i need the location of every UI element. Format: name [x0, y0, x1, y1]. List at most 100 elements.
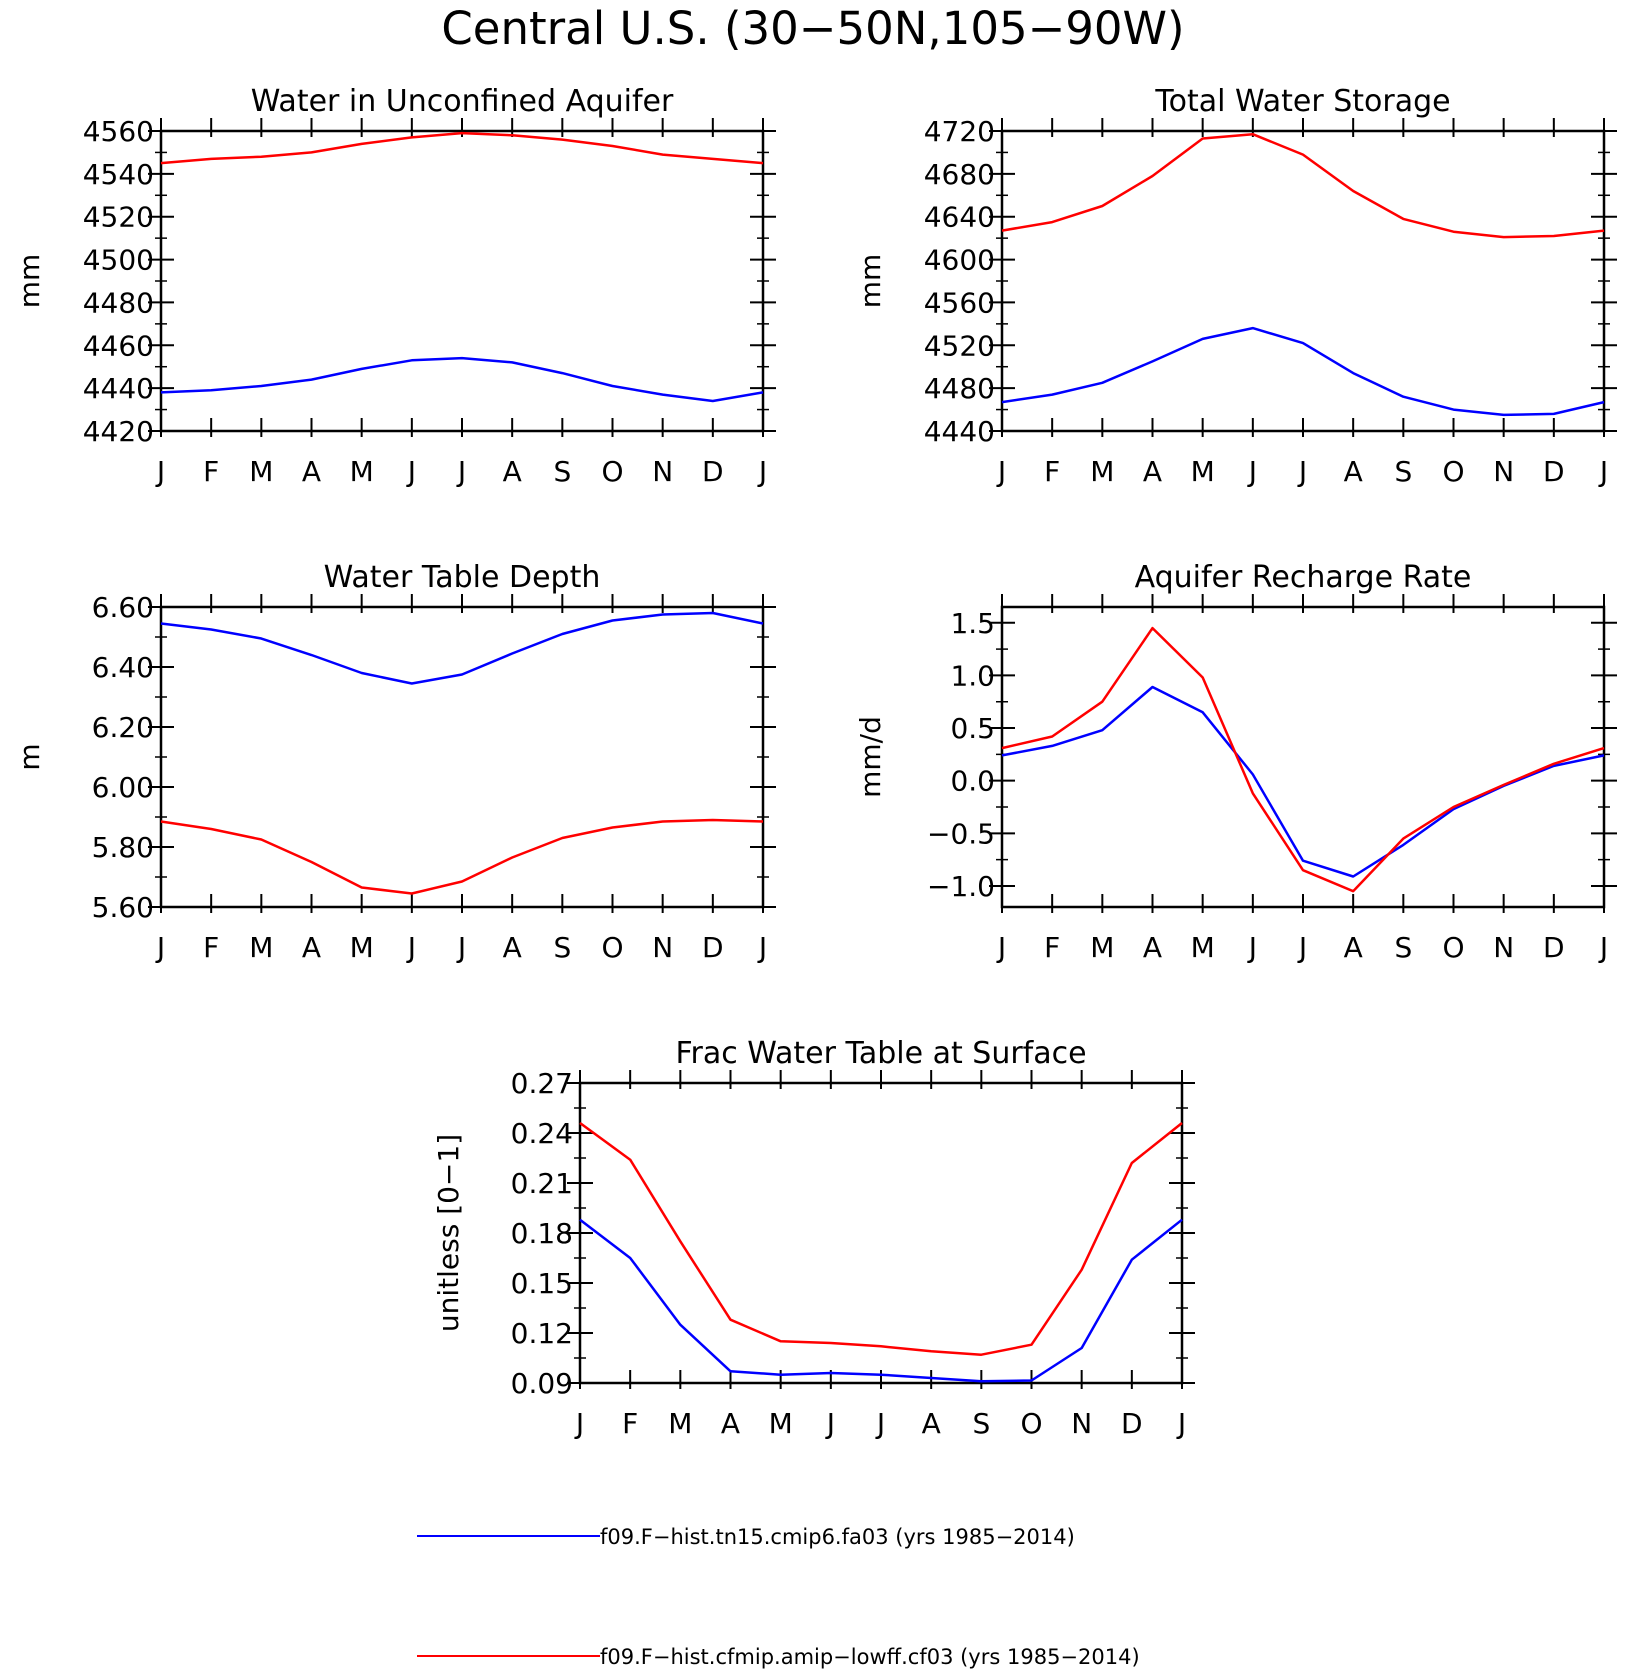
y-tick-label: 4480: [924, 372, 995, 405]
y-tick-label: 4500: [83, 244, 154, 277]
x-tick-label: A: [302, 455, 321, 488]
x-tick-label: F: [203, 455, 219, 488]
x-tick-label: J: [757, 455, 767, 488]
x-tick-label: J: [996, 455, 1006, 488]
y-tick-label: 0.09: [511, 1367, 573, 1400]
x-tick-label: O: [1020, 1407, 1042, 1440]
y-tick-label: 4440: [83, 372, 154, 405]
x-tick-label: S: [1394, 931, 1412, 964]
x-tick-label: J: [155, 455, 165, 488]
x-tick-label: F: [622, 1407, 638, 1440]
chart-panel-5: Frac Water Table at Surface unitless [0−1…: [432, 1036, 1195, 1440]
y-tick-label: 0.12: [511, 1317, 573, 1350]
series-line-1: [160, 611, 764, 685]
y-tick-label: 0.15: [511, 1267, 573, 1300]
series-line-1: [579, 1218, 1183, 1383]
x-tick-label: D: [702, 931, 724, 964]
x-tick-label: A: [1344, 931, 1363, 964]
panel-title: Aquifer Recharge Rate: [1135, 560, 1472, 595]
y-tick-label: 4640: [924, 201, 995, 234]
y-axis-label: mm/d: [854, 716, 887, 798]
y-tick-label: 6.60: [92, 591, 154, 624]
y-tick-label: 4540: [83, 158, 154, 191]
x-tick-label: A: [302, 931, 321, 964]
legend-label-2: f09.F−hist.cfmip.amip−lowff.cf03 (yrs 19…: [600, 1645, 1140, 1669]
x-tick-label: M: [249, 931, 273, 964]
y-tick-label: 6.00: [92, 771, 154, 804]
series-line-2: [579, 1121, 1183, 1356]
x-tick-label: F: [203, 931, 219, 964]
x-tick-label: J: [757, 931, 767, 964]
x-tick-label: M: [1191, 931, 1215, 964]
x-tick-label: J: [1297, 455, 1307, 488]
x-tick-label: A: [503, 455, 522, 488]
y-tick-label: 0.27: [511, 1067, 573, 1100]
x-tick-label: M: [350, 455, 374, 488]
plot-frame: [578, 1081, 1184, 1385]
x-tick-label: J: [155, 931, 165, 964]
x-tick-label: A: [503, 931, 522, 964]
x-tick-label: J: [1598, 455, 1608, 488]
y-tick-label: 4460: [83, 329, 154, 362]
plot-frame: [159, 605, 765, 909]
x-tick-label: M: [249, 455, 273, 488]
legend: f09.F−hist.tn15.cmip6.fa03 (yrs 1985−201…: [417, 1525, 1140, 1669]
x-tick-label: M: [1191, 455, 1215, 488]
y-tick-label: 4720: [924, 115, 995, 148]
x-tick-label: A: [922, 1407, 941, 1440]
series-line-2: [160, 818, 764, 895]
x-tick-label: A: [721, 1407, 740, 1440]
x-tick-label: D: [1543, 455, 1565, 488]
x-tick-label: D: [1543, 931, 1565, 964]
x-tick-label: N: [1493, 931, 1514, 964]
y-tick-label: 0.21: [511, 1167, 573, 1200]
x-tick-label: N: [652, 455, 673, 488]
x-tick-label: D: [702, 455, 724, 488]
x-tick-label: J: [574, 1407, 584, 1440]
x-tick-label: S: [553, 931, 571, 964]
y-tick-label: 5.80: [92, 831, 154, 864]
y-tick-label: 1.5: [950, 607, 995, 640]
x-tick-label: J: [1176, 1407, 1186, 1440]
panel-title: Total Water Storage: [1154, 84, 1450, 119]
x-tick-label: N: [1071, 1407, 1092, 1440]
panel-title: Water Table Depth: [324, 560, 601, 595]
x-tick-label: M: [769, 1407, 793, 1440]
x-tick-label: J: [456, 931, 466, 964]
panel-title: Frac Water Table at Surface: [675, 1036, 1086, 1071]
y-axis-label: mm: [13, 254, 46, 309]
x-tick-label: O: [1442, 931, 1464, 964]
x-tick-label: O: [1442, 455, 1464, 488]
y-axis-label: unitless [0−1]: [432, 1134, 465, 1332]
x-tick-label: J: [1247, 455, 1257, 488]
x-tick-label: J: [996, 931, 1006, 964]
x-tick-label: M: [1090, 931, 1114, 964]
x-tick-label: M: [668, 1407, 692, 1440]
figure-title: Central U.S. (30−50N,105−90W): [441, 2, 1184, 55]
x-tick-label: M: [1090, 455, 1114, 488]
y-tick-label: 5.60: [92, 891, 154, 924]
legend-label-1: f09.F−hist.tn15.cmip6.fa03 (yrs 1985−201…: [600, 1525, 1075, 1549]
x-tick-label: M: [350, 931, 374, 964]
y-axis-label: mm: [854, 254, 887, 309]
y-tick-label: 4520: [924, 329, 995, 362]
y-tick-label: 6.40: [92, 651, 154, 684]
y-tick-label: 4520: [83, 201, 154, 234]
y-tick-label: 4680: [924, 158, 995, 191]
x-tick-label: S: [972, 1407, 990, 1440]
series-line-2: [1001, 132, 1605, 239]
y-tick-label: 4440: [924, 415, 995, 448]
y-tick-label: 0.5: [950, 712, 995, 745]
y-tick-label: 0.24: [511, 1117, 573, 1150]
x-tick-label: J: [1297, 931, 1307, 964]
x-tick-label: J: [406, 931, 416, 964]
y-tick-label: 0.0: [950, 765, 995, 798]
x-tick-label: J: [456, 455, 466, 488]
x-tick-label: N: [652, 931, 673, 964]
x-tick-label: J: [825, 1407, 835, 1440]
x-tick-label: O: [601, 455, 623, 488]
